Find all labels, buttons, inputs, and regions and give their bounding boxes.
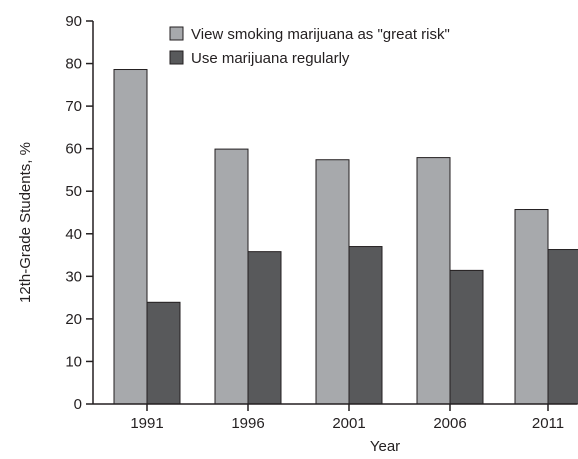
bar-series-1-1996 (214, 148, 249, 405)
x-axis-title: Year (370, 438, 400, 455)
bar-series-1-2006 (416, 157, 451, 405)
bar-series-2-1996 (247, 251, 282, 405)
x-tick-label: 2006 (433, 415, 466, 432)
legend-swatch-2 (169, 50, 184, 65)
bar-series-1-1991 (113, 69, 148, 405)
bar-series-1-2011 (514, 209, 549, 405)
x-tick-label: 2011 (532, 415, 564, 432)
y-tick-label: 20 (65, 311, 82, 328)
bar-series-2-2011 (547, 249, 578, 405)
bar-series-1-2001 (315, 159, 350, 405)
y-tick-label: 10 (65, 353, 82, 370)
y-tick-label: 60 (65, 141, 82, 158)
y-axis-ticks: 0 10 20 30 40 50 60 70 80 90 (65, 13, 93, 413)
y-tick-label: 30 (65, 268, 82, 285)
bar-series-2-2006 (449, 269, 484, 405)
legend-swatch-1 (169, 26, 184, 41)
x-tick-label: 1996 (231, 415, 264, 432)
bar-series-2-2001 (348, 246, 383, 405)
legend-label-2: Use marijuana regularly (191, 50, 350, 67)
x-tick-label: 1991 (130, 415, 163, 432)
bars-layer (113, 69, 578, 405)
x-axis-ticks: 1991 1996 2001 2006 2011 (130, 404, 564, 432)
y-tick-label: 0 (74, 396, 82, 413)
y-tick-label: 50 (65, 183, 82, 200)
bar-series-2-1991 (146, 301, 181, 405)
legend: View smoking marijuana as "great risk" Us… (169, 26, 450, 67)
y-tick-label: 70 (65, 98, 82, 115)
y-tick-label: 80 (65, 56, 82, 73)
legend-label-1: View smoking marijuana as "great risk" (191, 26, 450, 43)
y-tick-label: 40 (65, 226, 82, 243)
y-tick-label: 90 (65, 13, 82, 30)
y-axis-title: 12th-Grade Students, % (17, 142, 34, 303)
x-tick-label: 2001 (332, 415, 365, 432)
